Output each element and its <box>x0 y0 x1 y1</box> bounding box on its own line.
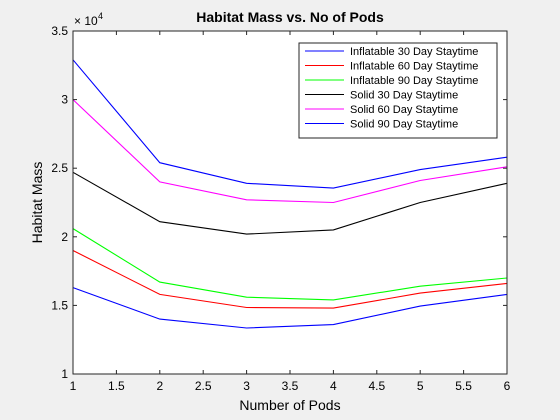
ticks-layer: 1 1.5 2 2.5 3 3.5 4 4.5 5 5.5 6 1 1.5 2 2.5 3 3.5 <box>51 24 510 393</box>
y-exponent-power: 4 <box>98 11 103 21</box>
x-tick-label: 2 <box>156 379 163 393</box>
series-line-1 <box>72 287 508 329</box>
y-tick-label: 2 <box>61 230 68 244</box>
y-tick-label: 2.5 <box>51 161 68 175</box>
x-tick-label: 1.5 <box>108 379 125 393</box>
legend: Inflatable 30 Day Staytime Inflatable 60 … <box>298 42 498 139</box>
series-line-5 <box>72 99 508 204</box>
x-axis-label: Number of Pods <box>239 397 340 413</box>
y-axis-label: Habitat Mass <box>29 162 45 244</box>
y-tick-label: 1.5 <box>51 298 68 312</box>
series-line-2 <box>72 250 508 309</box>
x-tick-label: 1 <box>70 379 77 393</box>
y-tick-label: 3.5 <box>51 24 68 38</box>
legend-box <box>298 42 498 139</box>
series-line-3 <box>72 228 508 301</box>
x-tick-label: 5.5 <box>455 379 472 393</box>
legend-entry-label: Inflatable 60 Day Staytime <box>350 61 478 73</box>
series-line-6 <box>72 59 508 189</box>
x-tick-label: 3 <box>243 379 250 393</box>
y-exponent-label: × 10 <box>74 14 98 28</box>
legend-entry-label: Solid 90 Day Staytime <box>350 119 458 131</box>
x-tick-label: 3.5 <box>282 379 299 393</box>
series-layer <box>72 59 508 329</box>
x-tick-label: 4 <box>330 379 337 393</box>
x-tick-label: 2.5 <box>195 379 212 393</box>
legend-entry-label: Solid 30 Day Staytime <box>350 90 458 102</box>
y-tick-label: 1 <box>61 367 68 381</box>
chart-title: Habitat Mass vs. No of Pods <box>196 9 384 25</box>
y-tick-label: 3 <box>61 93 68 107</box>
legend-entry-label: Inflatable 30 Day Staytime <box>350 46 478 58</box>
legend-entry-label: Inflatable 90 Day Staytime <box>350 75 478 87</box>
series-line-4 <box>72 171 508 235</box>
legend-entry-label: Solid 60 Day Staytime <box>350 104 458 116</box>
x-tick-label: 4.5 <box>368 379 385 393</box>
x-tick-label: 6 <box>504 379 511 393</box>
x-tick-label: 5 <box>417 379 424 393</box>
